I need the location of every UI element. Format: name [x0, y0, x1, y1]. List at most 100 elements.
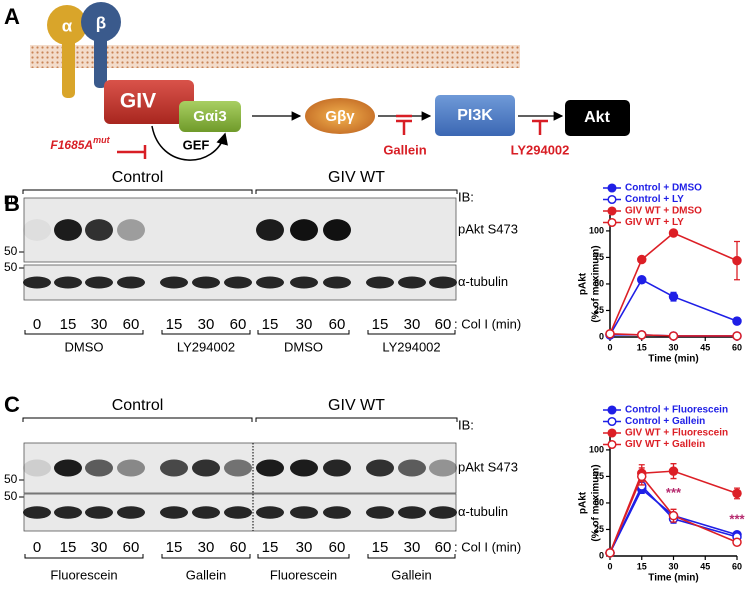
lane-label: 15 [262, 539, 279, 556]
band [117, 459, 145, 477]
band [85, 459, 113, 477]
group-bracket [22, 417, 253, 422]
gbg-label: Gβγ [325, 108, 355, 125]
mutant-inhibit [117, 145, 147, 159]
marker-label: 50 [4, 489, 18, 503]
series-line [609, 278, 738, 336]
lane-label: 60 [123, 316, 140, 333]
group-label: GIV WT [328, 397, 385, 414]
data-point [668, 331, 679, 341]
band [23, 219, 51, 241]
band [429, 276, 457, 289]
legend-label: GIV WT + Fluorescein [625, 428, 728, 439]
lane-label: 30 [198, 316, 215, 333]
lane-label: 60 [435, 316, 452, 333]
y-tick-label: 100 [589, 225, 604, 235]
legend-marker [607, 183, 617, 193]
band [256, 219, 284, 241]
lane-label: 15 [60, 539, 77, 556]
kd-label: kD [4, 193, 19, 207]
legend-label: Control + LY [625, 194, 684, 205]
band [192, 506, 220, 519]
x-axis-label: Time (min) [648, 573, 698, 584]
band [398, 506, 426, 519]
band [323, 459, 351, 477]
band [290, 276, 318, 289]
x-tick-label: 0 [607, 561, 612, 571]
band [85, 219, 113, 241]
treatment-bracket [257, 554, 350, 559]
lane-label: 15 [166, 316, 183, 333]
gai3-label: Gαi3 [193, 108, 226, 125]
y-tick-label: 25 [594, 305, 604, 315]
band [256, 506, 284, 519]
legend-label: GIV WT + LY [625, 217, 684, 228]
y-tick-label: 0 [599, 331, 604, 341]
band [117, 506, 145, 519]
treatment-label: DMSO [65, 339, 104, 354]
x-axis-label: Time (min) [648, 354, 698, 365]
y-tick-label: 100 [589, 444, 604, 454]
band [23, 276, 51, 289]
lane-label: 30 [404, 539, 421, 556]
treatment-label: LY294002 [177, 339, 235, 354]
data-point [732, 316, 742, 326]
data-point [668, 291, 679, 302]
band [160, 459, 188, 477]
group-bracket [22, 189, 253, 194]
legend-label: GIV WT + DMSO [625, 206, 702, 217]
band [429, 459, 457, 477]
data-point [668, 466, 679, 476]
data-point [637, 471, 647, 482]
data-point [605, 329, 615, 339]
treatment-bracket [24, 330, 144, 335]
marker-label: 50 [4, 244, 18, 258]
gef-label: GEF [183, 137, 210, 152]
legend-marker [607, 416, 617, 427]
legend-label: Control + Gallein [625, 416, 705, 427]
treatment-bracket [367, 330, 456, 335]
band [323, 506, 351, 519]
mutant-name: F1685A [50, 138, 93, 152]
band [224, 506, 252, 519]
legend-label: Control + DMSO [625, 183, 702, 194]
data-point [605, 548, 615, 558]
treatment-bracket [161, 554, 251, 559]
panel-label: B [4, 191, 20, 216]
group-label: GIV WT [328, 169, 385, 186]
data-point [637, 274, 647, 285]
band [54, 276, 82, 289]
row-label: α-tubulin [458, 274, 508, 289]
gai3-box [179, 101, 241, 132]
legend-marker [607, 217, 617, 228]
annotation: *** [729, 512, 745, 527]
lane-label: 60 [435, 539, 452, 556]
lane-label: 30 [91, 539, 108, 556]
row-label: pAkt S473 [458, 459, 518, 474]
ib-label: IB: [458, 417, 474, 432]
gallein-label: Gallein [383, 142, 426, 157]
panel-label: A [4, 4, 20, 29]
panel-label: C [4, 392, 20, 417]
group-bracket [255, 189, 458, 194]
band [117, 219, 145, 241]
treatment-label: DMSO [284, 339, 323, 354]
data-point [732, 537, 742, 547]
ly-inhibit [532, 119, 548, 135]
lane-label: 15 [60, 316, 77, 333]
legend-marker [607, 439, 617, 450]
treatment-bracket [161, 330, 251, 335]
data-point [637, 330, 647, 340]
lane-label: 30 [296, 539, 313, 556]
band [290, 459, 318, 477]
legend-marker [607, 206, 617, 216]
data-point [668, 228, 679, 238]
legend-marker [607, 194, 617, 205]
data-point [732, 488, 742, 499]
y-tick-label: 0 [599, 550, 604, 560]
gef-arrow [151, 125, 228, 161]
y-tick-label: 75 [594, 471, 604, 481]
band [85, 506, 113, 519]
lane-label: 60 [230, 539, 247, 556]
treatment-label: Fluorescein [50, 567, 117, 582]
